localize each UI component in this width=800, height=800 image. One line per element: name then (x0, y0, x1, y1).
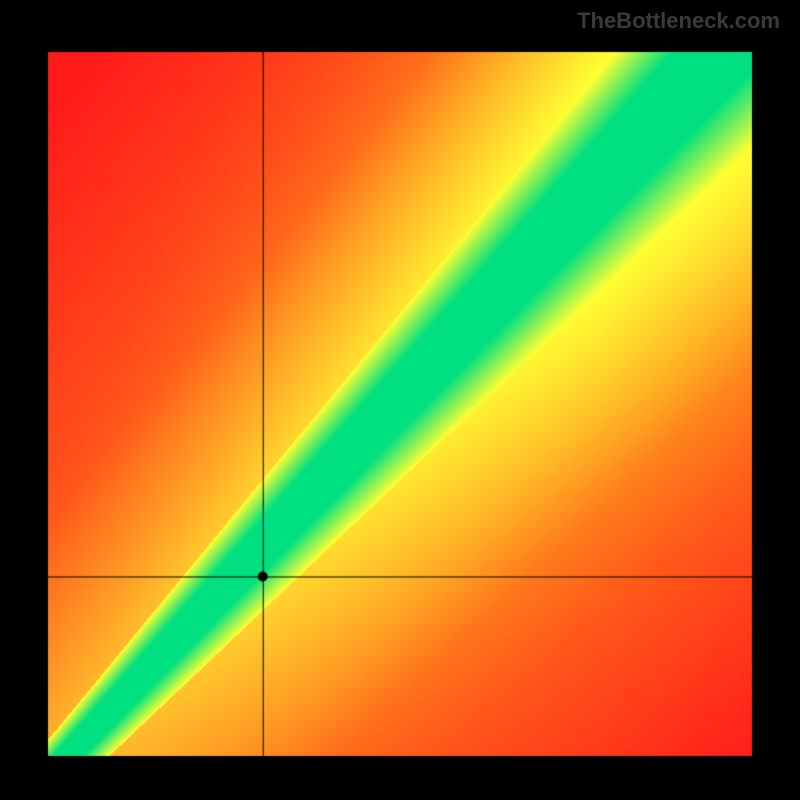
watermark-text: TheBottleneck.com (577, 8, 780, 34)
chart-container: TheBottleneck.com (0, 0, 800, 800)
bottleneck-heatmap (0, 0, 800, 800)
